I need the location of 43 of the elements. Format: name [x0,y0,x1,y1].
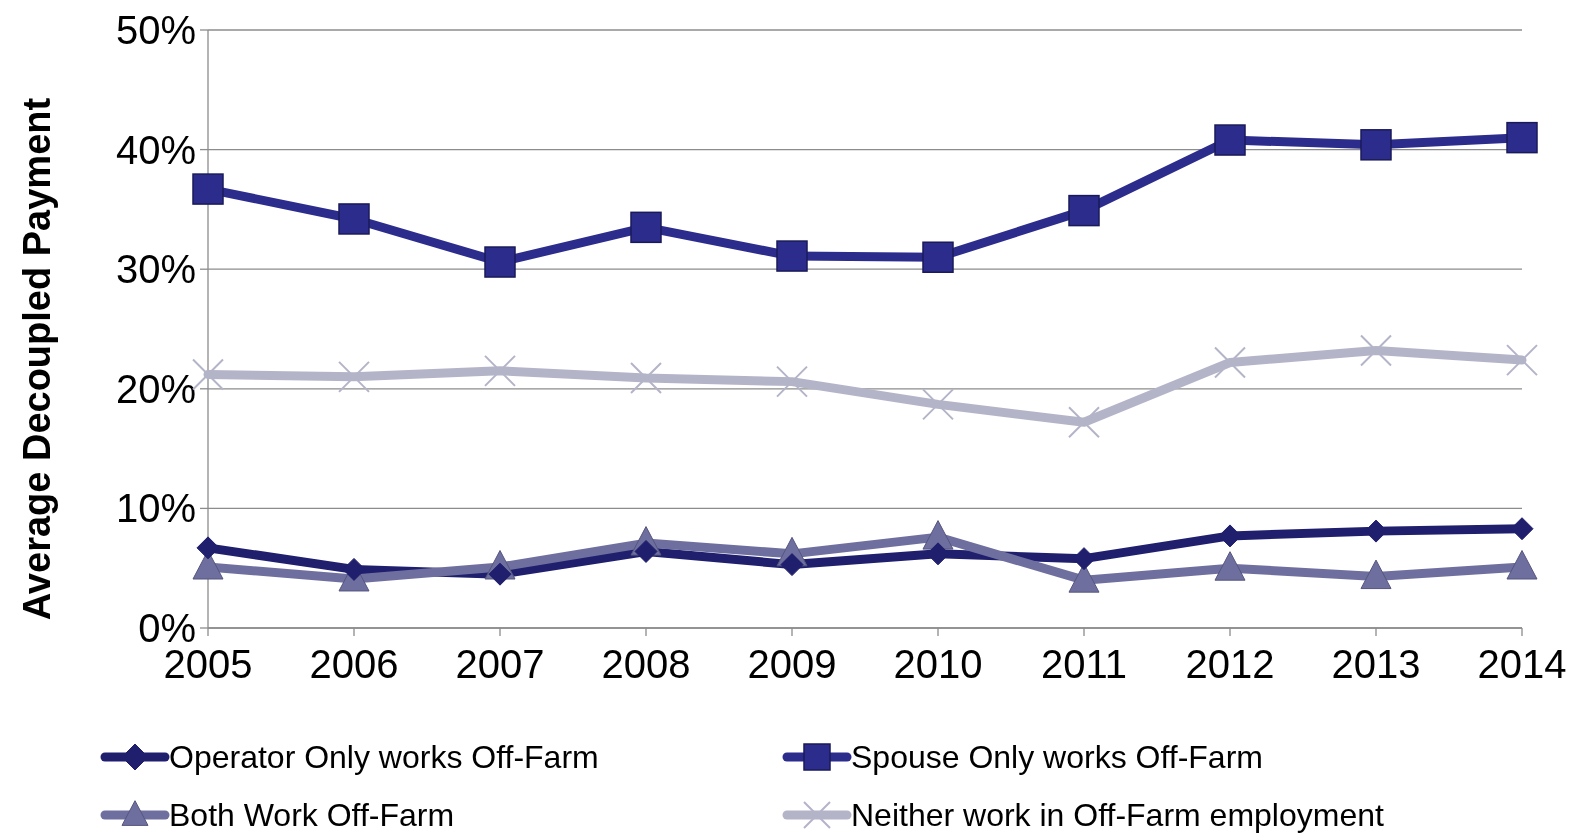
point [338,203,370,235]
x-tick-label: 2010 [893,642,983,686]
point [338,360,370,393]
point [776,365,808,398]
point [1506,344,1538,377]
y-tick-label: 20% [115,366,196,411]
point [1068,194,1100,227]
legend-label: Operator Only works Off-Farm [169,739,599,776]
point [1360,129,1392,161]
point [484,354,516,387]
legend-label: Both Work Off-Farm [169,797,455,834]
x-tick-label: 2008 [601,642,691,686]
x-tick-label: 2012 [1185,642,1275,686]
point [630,211,662,244]
x-tick-label: 2009 [747,642,837,686]
y-tick-label: 10% [115,486,196,531]
x-tick-label: 2006 [309,642,399,686]
point [1214,124,1246,156]
point [192,173,224,205]
y-axis-title: Average Decoupled Payment [16,97,58,621]
y-tick-label: 50% [115,8,196,52]
x-tick-label: 2014 [1477,642,1567,686]
legend-label: Neither work in Off-Farm employment [851,797,1384,834]
x-tick-label: 2011 [1040,642,1128,686]
y-tick-label: 30% [115,247,196,292]
legend-label: Spouse Only works Off-Farm [851,739,1263,776]
point [1068,406,1100,439]
y-tick-label: 40% [115,127,196,172]
point [484,246,516,278]
point [1506,550,1538,580]
point [780,553,804,577]
point [922,388,954,421]
point [922,241,954,273]
point [1506,121,1538,154]
x-tick-label: 2013 [1331,642,1421,686]
point [1214,551,1246,581]
point [1360,559,1392,590]
point [630,362,662,395]
x-tick-label: 2007 [455,642,545,686]
point [1360,334,1392,367]
point [1214,346,1246,379]
point [776,240,808,272]
point [196,536,220,560]
